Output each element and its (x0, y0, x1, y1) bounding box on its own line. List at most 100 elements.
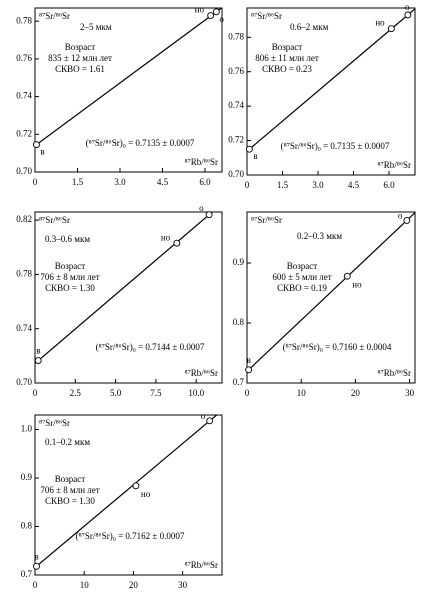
point-label: в (36, 346, 40, 356)
x-axis-label: ⁸⁷Rb/⁸⁶Sr (184, 368, 218, 378)
point-label: о (219, 14, 224, 24)
point-label: но (375, 18, 385, 28)
x-tick-label: 1.5 (72, 177, 84, 187)
point-label: но (195, 5, 205, 15)
age-annotation: 835 ± 12 млн лет (48, 53, 112, 63)
y-tick-label: 0.8 (233, 317, 245, 327)
data-point (132, 482, 140, 490)
y-tick-label: 0.78 (16, 15, 32, 25)
panel: 0 1.5 3.0 4.5 6.0 0.70 0.72 0.74 0.76 0.78 ⁸⁷Sr/⁸⁶… (16, 5, 224, 187)
age-annotation: 706 ± 8 млн лет (40, 485, 99, 495)
y-axis-label: ⁸⁷Sr/⁸⁶Sr (39, 215, 70, 225)
fraction-label: 0.6–2 мкм (290, 22, 329, 32)
data-point (403, 216, 411, 224)
y-tick-label: 0.78 (16, 268, 32, 278)
point-label: о (405, 2, 410, 12)
data-point (33, 562, 40, 570)
age-annotation: 706 ± 8 млн лет (40, 272, 99, 282)
x-tick-label: 20 (351, 388, 361, 398)
point-label: о (199, 203, 204, 213)
x-tick-label: 4.5 (348, 180, 360, 190)
point-label: но (161, 232, 171, 242)
point-label: в (40, 147, 44, 157)
y-tick-label: 0.74 (16, 91, 32, 101)
fraction-label: 0.1–0.2 мкм (45, 437, 90, 447)
x-tick-label: 6.0 (199, 177, 211, 187)
data-point (32, 141, 40, 149)
age-annotation: Возраст (65, 42, 96, 52)
fraction-label: 0.3–0.6 мкм (45, 234, 90, 244)
x-axis-label: ⁸⁷Rb/⁸⁶Sr (377, 160, 411, 170)
x-tick-label: 6.0 (383, 180, 395, 190)
data-point (245, 145, 253, 153)
y-axis-label: ⁸⁷Sr/⁸⁶Sr (251, 215, 282, 225)
age-annotation: Возраст (55, 261, 86, 271)
x-tick-label: 30 (405, 388, 415, 398)
data-point (205, 211, 213, 219)
x-tick-label: 0 (33, 580, 38, 590)
x-axis-label: ⁸⁷Rb/⁸⁶Sr (184, 560, 218, 570)
plot-frame (34, 211, 223, 384)
x-tick-label: 7.5 (150, 388, 162, 398)
x-tick-label: 30 (178, 580, 188, 590)
age-annotation: СКВО = 1.61 (55, 64, 105, 74)
plot-frame (246, 7, 416, 176)
y-tick-label: 0.9 (233, 257, 245, 267)
point-label: о (398, 210, 403, 220)
y-tick-label: 0.70 (16, 377, 32, 387)
age-annotation: СКВО = 1.30 (45, 496, 95, 506)
y-axis-label: ⁸⁷Sr/⁸⁶Sr (251, 11, 282, 21)
age-annotation: СКВО = 0.19 (277, 283, 327, 293)
y-axis-label: ⁸⁷Sr/⁸⁶Sr (39, 11, 70, 21)
isochron-line (35, 212, 214, 364)
y-tick-label: 0.7 (21, 569, 33, 579)
data-point (245, 366, 253, 374)
x-tick-label: 1.5 (277, 180, 289, 190)
age-annotation: Возраст (272, 42, 303, 52)
y-tick-label: 0.76 (228, 66, 244, 76)
data-point (34, 357, 42, 365)
age-annotation: 806 ± 11 млн лет (255, 53, 319, 63)
point-label: но (141, 489, 151, 499)
panel: 0 10 20 30 0.7 0.8 0.9 ⁸⁷Sr/⁸⁶Sr ⁸⁷Rb/⁸⁶Sr 0.2–0.… (233, 210, 416, 398)
y-tick-label: 0.82 (16, 214, 32, 224)
point-label: в (247, 355, 251, 365)
y-tick-label: 1.0 (21, 424, 33, 434)
x-tick-label: 3.0 (114, 177, 126, 187)
y-tick-label: 0.7 (233, 377, 245, 387)
data-point (343, 272, 351, 280)
y-tick-label: 0.72 (228, 135, 244, 145)
y-tick-label: 0.74 (228, 100, 244, 110)
x-axis-label: ⁸⁷Rb/⁸⁶Sr (377, 368, 411, 378)
isochron-line (35, 8, 222, 147)
age-annotation: 600 ± 5 млн лет (272, 272, 331, 282)
x-tick-label: 4.5 (157, 177, 169, 187)
x-tick-label: 0 (33, 388, 38, 398)
x-tick-label: 5.0 (110, 388, 122, 398)
isochron-line (35, 415, 218, 568)
fraction-label: 2–5 мкм (80, 22, 112, 32)
plot-frame (34, 414, 223, 576)
intercept-annotation: (⁸⁷Sr/⁸⁶Sr)₀ = 0.7135 ± 0.0007 (86, 138, 195, 148)
age-annotation: СКВО = 0.23 (262, 64, 312, 74)
age-annotation: СКВО = 1.30 (45, 283, 95, 293)
intercept-annotation: (⁸⁷Sr/⁸⁶Sr)₀ = 0.7135 ± 0.0007 (281, 141, 390, 151)
y-tick-label: 0.74 (16, 323, 32, 333)
y-axis-label: ⁸⁷Sr/⁸⁶Sr (39, 418, 70, 428)
panel: 0 2.5 5.0 7.5 10.0 0.70 0.74 0.78 0.82 ⁸⁷Sr/⁸⁶Sr ⁸… (16, 203, 223, 398)
isochron-line (247, 8, 415, 152)
point-label: но (352, 279, 362, 289)
age-annotation: Возраст (287, 261, 318, 271)
x-tick-label: 0 (245, 388, 250, 398)
fraction-label: 0.2–0.3 мкм (297, 231, 342, 241)
intercept-annotation: (⁸⁷Sr/⁸⁶Sr)₀ = 0.7162 ± 0.0007 (76, 531, 185, 541)
x-tick-label: 10 (297, 388, 307, 398)
age-annotation: Возраст (55, 474, 86, 484)
y-tick-label: 0.8 (21, 521, 33, 531)
x-tick-label: 20 (129, 580, 139, 590)
data-point (206, 417, 214, 425)
x-tick-label: 0 (245, 180, 250, 190)
point-label: в (34, 551, 38, 561)
data-point (207, 12, 215, 19)
